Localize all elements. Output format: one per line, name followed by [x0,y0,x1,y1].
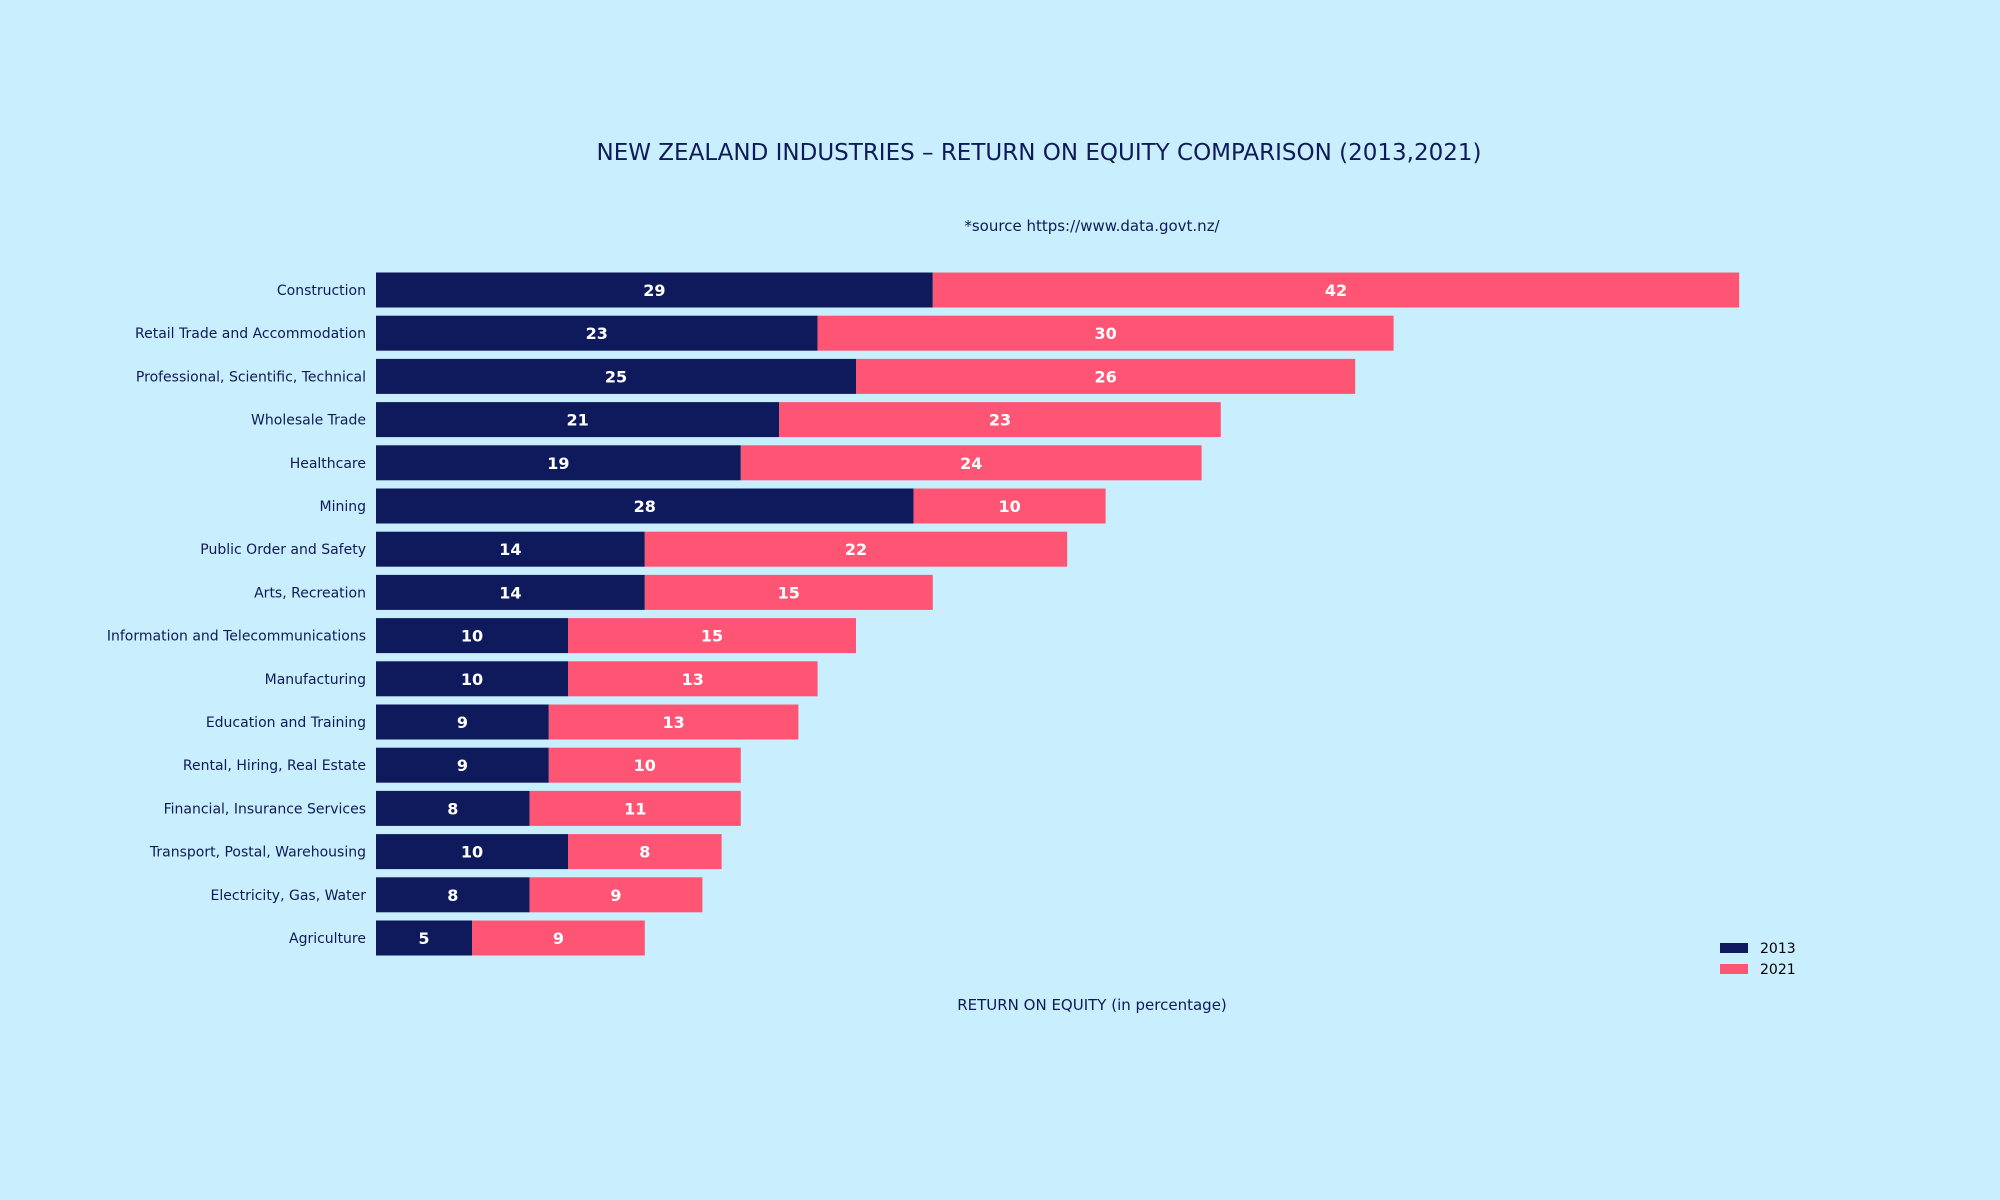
bar-2013 [376,704,549,740]
category-label: Wholesale Trade [251,413,366,429]
bar-2013 [376,445,741,481]
legend-label-2021: 2021 [1760,962,1796,978]
data-label-2021: 13 [682,670,704,689]
category-label: Professional, Scientific, Technical [136,369,366,385]
category-label: Public Order and Safety [200,542,366,558]
category-label: Rental, Hiring, Real Estate [183,758,366,774]
bar-2013 [376,488,914,524]
data-label-2013: 5 [418,929,429,948]
bar-2021 [568,618,856,654]
bar-2021 [913,488,1106,524]
category-label: Construction [277,283,366,299]
chart-title: NEW ZEALAND INDUSTRIES – RETURN ON EQUIT… [597,140,1482,166]
legend-label-2013: 2013 [1760,941,1796,957]
bar-2021 [529,877,703,913]
category-label: Agriculture [289,931,366,947]
bar-2013 [376,315,818,351]
data-label-2021: 9 [553,929,564,948]
data-label-2013: 14 [499,540,521,559]
data-label-2013: 14 [499,583,521,602]
bar-2013 [376,272,933,308]
data-label-2013: 10 [461,627,483,646]
data-label-2013: 29 [643,281,665,300]
bar-2021 [644,531,1068,567]
category-label: Financial, Insurance Services [164,801,366,817]
data-label-2021: 30 [1094,324,1116,343]
category-label: Mining [320,499,367,515]
data-label-2013: 21 [566,411,588,430]
data-label-2013: 8 [447,799,458,818]
data-label-2021: 42 [1325,281,1347,300]
category-label: Healthcare [290,456,366,472]
data-label-2021: 13 [662,713,684,732]
legend-swatch-2021 [1720,964,1748,974]
bar-2013 [376,574,645,610]
data-label-2013: 8 [447,886,458,905]
category-label: Retail Trade and Accommodation [135,326,366,342]
x-axis-label: RETURN ON EQUITY (in percentage) [957,996,1227,1014]
bar-2013 [376,834,568,870]
category-label: Electricity, Gas, Water [211,888,367,904]
data-label-2021: 11 [624,799,646,818]
bar-2021 [779,402,1221,438]
category-labels: Construction Retail Trade and Accommodati… [107,283,366,947]
bar-2013 [376,790,530,826]
bar-2021 [644,574,933,610]
data-label-2013: 9 [457,756,468,775]
category-label: Education and Training [206,715,366,731]
bar-2021 [817,315,1394,351]
bar-2021 [548,747,741,783]
bar-2021 [568,834,722,870]
bar-2021 [932,272,1740,308]
data-label-2021: 24 [960,454,982,473]
bar-2021 [529,790,741,826]
bar-2021 [472,920,645,956]
bar-2021 [568,661,818,697]
bar-2013 [376,920,472,956]
data-label-2013: 10 [461,670,483,689]
data-label-2021: 23 [989,411,1011,430]
bar-2013 [376,747,549,783]
data-label-2013: 9 [457,713,468,732]
data-label-2013: 19 [547,454,569,473]
data-label-2021: 9 [610,886,621,905]
bar-2013 [376,358,856,394]
legend: 2013 2021 [1720,941,1796,978]
data-label-2013: 25 [605,367,627,386]
bar-2021 [856,358,1356,394]
bar-2021 [740,445,1202,481]
data-label-2021: 10 [634,756,656,775]
data-label-2021: 15 [778,583,800,602]
category-label: Information and Telecommunications [107,629,366,645]
data-label-2013: 10 [461,843,483,862]
data-label-2021: 22 [845,540,867,559]
bar-2021 [548,704,799,740]
bars-group: 29 42 23 30 25 26 21 23 19 24 28 10 14 22 14 15 10 15 10 13… [376,272,1740,956]
data-label-2021: 10 [998,497,1020,516]
bar-2013 [376,531,645,567]
data-label-2021: 15 [701,627,723,646]
legend-swatch-2013 [1720,943,1748,953]
chart-subtitle: *source https://www.data.govt.nz/ [964,217,1220,235]
bar-2013 [376,618,568,654]
category-label: Transport, Postal, Warehousing [149,845,366,861]
bar-2013 [376,402,780,438]
data-label-2021: 8 [639,843,650,862]
data-label-2021: 26 [1094,367,1116,386]
bar-2013 [376,661,568,697]
data-label-2013: 23 [586,324,608,343]
category-label: Arts, Recreation [254,585,366,601]
data-label-2013: 28 [634,497,656,516]
bar-2013 [376,877,530,913]
category-label: Manufacturing [265,672,366,688]
